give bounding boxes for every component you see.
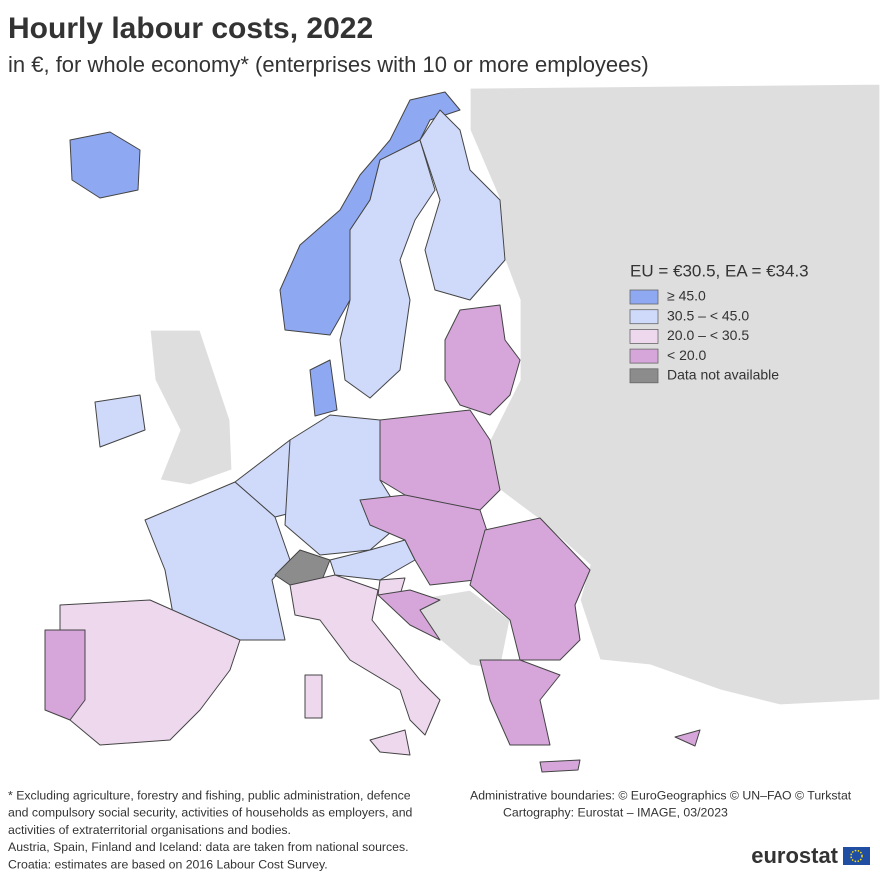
legend-swatch [629, 328, 659, 344]
uk [149, 329, 233, 486]
baltics [444, 304, 521, 416]
legend: ≥ 45.0 30.5 – < 45.0 20.0 – < 30.5 < 20.0 Da… [629, 288, 779, 384]
footnote: Austria, Spain, Finland and Iceland: dat… [8, 840, 409, 854]
legend-label: Data not available [667, 367, 779, 383]
sweden [339, 139, 436, 399]
legend-label: 30.5 – < 45.0 [667, 307, 749, 323]
logo: eurostat [751, 843, 838, 868]
portugal [44, 629, 86, 721]
france [144, 481, 291, 641]
ireland [94, 394, 146, 448]
cyprus [674, 729, 701, 747]
eu-flag [843, 847, 870, 865]
footnote: * Excluding agriculture, forestry and fi… [8, 788, 411, 802]
legend-title: EU = €30.5, EA = €34.3 [630, 261, 809, 280]
title: Hourly labour costs, 2022 [8, 12, 373, 45]
legend-label: 20.0 – < 30.5 [667, 327, 749, 343]
sardinia [304, 674, 323, 719]
romania-bulgaria [469, 517, 591, 661]
credit: Administrative boundaries: © EuroGeograp… [470, 788, 852, 802]
legend-swatch [629, 368, 659, 384]
sicily [369, 729, 411, 756]
legend-swatch [629, 348, 659, 364]
eu-stars [850, 849, 863, 863]
legend-label: ≥ 45.0 [667, 288, 706, 304]
credit: Cartography: Eurostat – IMAGE, 03/2023 [503, 806, 728, 820]
footnote: Croatia: estimates are based on 2016 Lab… [8, 857, 328, 871]
crete [539, 759, 581, 773]
central-europe [359, 494, 491, 586]
subtitle: in €, for whole economy* (enterprises wi… [8, 52, 649, 77]
switzerland [274, 549, 331, 586]
croatia [377, 589, 441, 641]
iceland [69, 131, 141, 199]
legend-swatch [629, 309, 659, 325]
footnote: activities of extraterritorial organisat… [8, 823, 291, 837]
legend-label: < 20.0 [667, 347, 707, 363]
footnotes: * Excluding agriculture, forestry and fi… [8, 788, 852, 871]
greece [479, 659, 561, 746]
italy [289, 574, 441, 736]
denmark [309, 359, 338, 417]
legend-swatch [629, 289, 659, 305]
finland [419, 109, 506, 301]
footnote: and compulsory social security, activiti… [8, 806, 413, 820]
map [44, 83, 880, 773]
poland [379, 409, 501, 511]
